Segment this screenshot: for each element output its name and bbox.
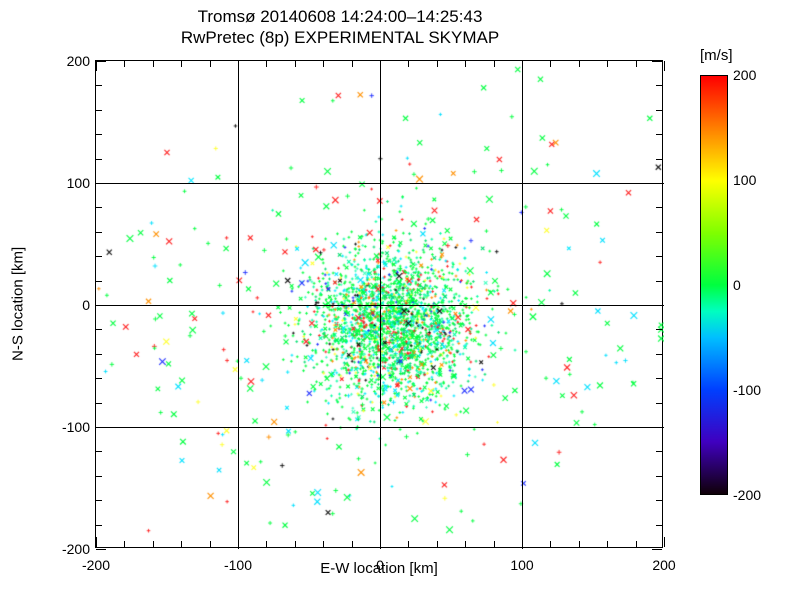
colorbar-tick-label: 200 xyxy=(733,67,756,83)
y-tick-label: 200 xyxy=(52,53,90,69)
y-tick-label: 0 xyxy=(52,297,90,313)
x-tick xyxy=(664,61,665,71)
colorbar-tick-label: -100 xyxy=(733,382,761,398)
y-tick xyxy=(96,549,106,550)
colorbar-container[interactable]: [m/s] 200 100 0 -100 -200 xyxy=(700,75,760,545)
y-tick-label: -100 xyxy=(52,419,90,435)
scatter-plot-area[interactable]: -200 -100 0 100 200 -200 -100 0 100 200 xyxy=(95,60,663,548)
y-tick-label: -200 xyxy=(52,541,90,557)
colorbar-gradient xyxy=(700,75,728,495)
colorbar-label: [m/s] xyxy=(700,47,733,64)
colorbar-tick-label: 100 xyxy=(733,172,756,188)
x-tick xyxy=(664,537,665,547)
xaxis-title: E-W location [km] xyxy=(95,560,663,577)
title-line1: Tromsø 20140608 14:24:00–14:25:43 xyxy=(0,6,680,27)
plot-title: Tromsø 20140608 14:24:00–14:25:43 RwPret… xyxy=(0,6,680,49)
title-line2: RwPretec (8p) EXPERIMENTAL SKYMAP xyxy=(0,27,680,48)
y-tick-label: 100 xyxy=(52,175,90,191)
scatter-canvas xyxy=(96,61,664,549)
yaxis-title: N-S location [km] xyxy=(8,60,28,548)
colorbar-tick-label: 0 xyxy=(733,277,741,293)
colorbar-tick-label: -200 xyxy=(733,487,761,503)
y-tick xyxy=(652,549,662,550)
